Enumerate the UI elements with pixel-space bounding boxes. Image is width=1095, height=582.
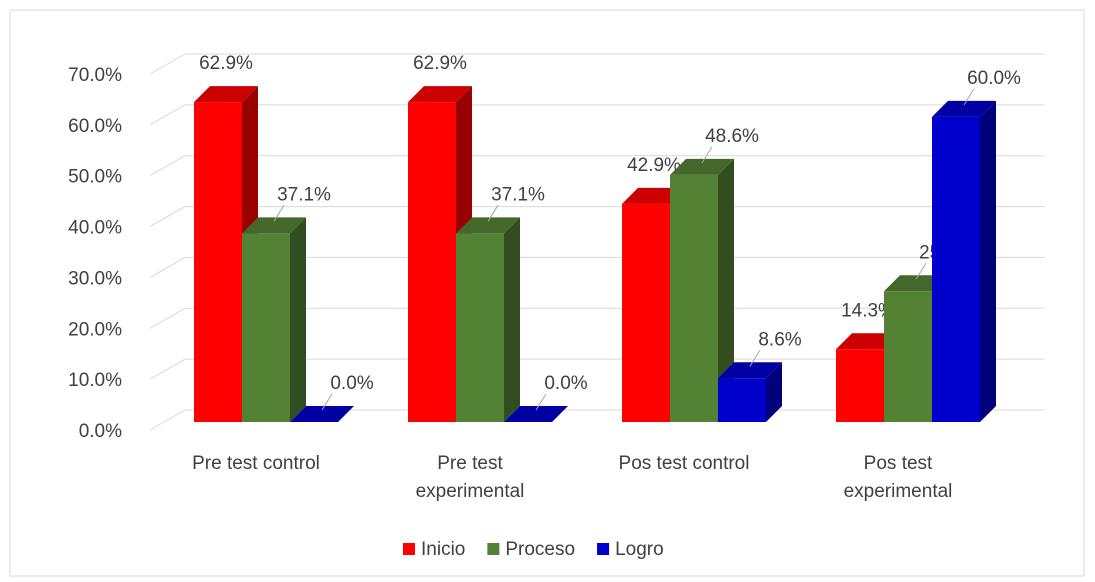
leader-line <box>273 205 285 222</box>
x-tick-label: Pos test control <box>618 453 750 474</box>
grid-line <box>149 307 186 329</box>
y-tick-label: 30.0% <box>68 268 122 289</box>
bar-top <box>718 362 782 379</box>
bar <box>836 349 884 422</box>
x-tick-label: Pre test control <box>192 453 320 474</box>
grid-line <box>149 256 186 278</box>
data-label: 37.1% <box>491 184 545 205</box>
y-tick-label: 40.0% <box>68 218 122 239</box>
bar <box>884 291 932 422</box>
y-tick-label: 70.0% <box>68 65 122 86</box>
leader-line <box>963 88 975 106</box>
bar-top <box>408 86 472 103</box>
data-label: 60.0% <box>967 68 1021 89</box>
data-label: 37.1% <box>277 184 331 205</box>
legend-swatch <box>403 543 415 555</box>
grid-line <box>149 53 186 75</box>
grid-line <box>149 358 186 380</box>
data-label: 62.9% <box>413 53 467 74</box>
grid-line <box>149 409 186 431</box>
y-tick-label: 10.0% <box>68 370 122 391</box>
data-label: 62.9% <box>199 53 253 74</box>
y-tick-label: 0.0% <box>79 421 122 442</box>
bar-top <box>456 217 520 234</box>
bar <box>670 174 718 422</box>
bar-top <box>932 100 996 117</box>
leader-line <box>701 146 713 164</box>
leader-line <box>749 349 761 367</box>
chart-border <box>9 9 1085 577</box>
data-label: 0.0% <box>330 373 373 394</box>
bar-side <box>980 100 996 422</box>
y-tick-label: 20.0% <box>68 319 122 340</box>
bar-top <box>290 406 354 422</box>
bar <box>194 102 242 422</box>
bar-top <box>242 217 306 234</box>
bar <box>408 102 456 422</box>
leader-line <box>321 393 333 411</box>
leader-line <box>915 263 927 280</box>
grid-line <box>149 104 186 126</box>
x-tick-label: Pre test experimental <box>415 453 525 502</box>
legend-swatch <box>597 543 610 555</box>
legend-label: Proceso <box>505 539 575 560</box>
y-tick-label: 50.0% <box>68 167 122 188</box>
bar-top <box>194 86 258 103</box>
bar <box>718 378 766 422</box>
data-label: 8.6% <box>758 329 801 350</box>
leader-line <box>487 205 499 222</box>
legend-swatch <box>487 543 500 555</box>
x-tick-label: Pos test experimental <box>843 453 953 502</box>
y-tick-label: 60.0% <box>68 116 122 137</box>
bar <box>242 233 290 422</box>
bar-side <box>766 362 782 422</box>
bar-top <box>504 406 568 422</box>
bar <box>932 116 980 422</box>
bar-side <box>504 217 520 422</box>
data-label: 14.3% <box>841 300 895 321</box>
data-label: 0.0% <box>544 373 587 394</box>
bar-side <box>290 217 306 422</box>
bar <box>456 233 504 422</box>
grid-line <box>149 206 186 228</box>
grid-line <box>149 155 186 177</box>
bar-side <box>718 158 734 422</box>
bar <box>622 203 670 422</box>
legend-label: Logro <box>615 539 664 560</box>
data-label: 42.9% <box>627 155 681 176</box>
legend-label: Inicio <box>421 539 465 560</box>
leader-line <box>535 393 547 411</box>
data-label: 48.6% <box>705 126 759 147</box>
bar-top <box>670 158 734 175</box>
